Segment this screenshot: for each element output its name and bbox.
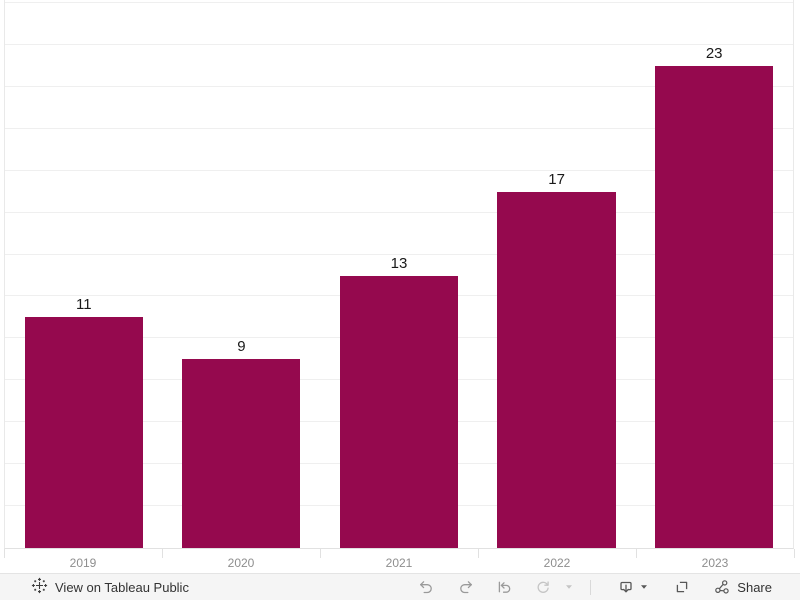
bar-2020[interactable] [182,359,301,548]
bar-slot: 9 [163,0,321,548]
bar-value-label: 9 [237,338,246,356]
view-on-tableau-public-link[interactable]: View on Tableau Public [0,577,189,597]
x-axis-label: 2019 [69,556,97,570]
axis-ticks [3,549,795,558]
download-button[interactable] [617,578,635,596]
x-axis-label: 2023 [701,556,729,570]
bar-slot: 23 [635,0,793,548]
x-axis: 2019 2020 2021 2022 2023 [4,549,794,573]
refresh-button[interactable] [534,578,552,596]
share-button[interactable]: Share [713,578,772,596]
toolbar-divider [590,579,592,595]
caret-down-icon [639,582,649,592]
reset-button[interactable] [496,578,514,596]
fullscreen-button[interactable] [673,578,691,596]
bar-chart: 11 9 13 17 23 2019 2020 2021 2022 2023 [3,0,795,573]
bar-value-label: 23 [705,44,723,62]
gridline [5,169,793,171]
reset-icon [496,578,514,596]
x-axis-label: 2020 [227,556,255,570]
axis-tick [319,549,321,558]
x-axis-label: 2021 [385,556,413,570]
axis-tick [793,549,795,558]
share-nodes-icon [713,578,731,596]
gridline [5,253,793,255]
axis-tick [161,549,163,558]
gridline [5,43,793,45]
bar-slot: 13 [320,0,478,548]
axis-tick [3,549,5,558]
bars-layer: 11 9 13 17 23 [5,0,793,548]
bar-value-label: 17 [548,170,565,188]
refresh-options-button[interactable] [564,582,574,592]
bar-2022[interactable] [497,191,616,548]
bar-2019[interactable] [24,317,143,548]
axis-tick [635,549,637,558]
bar-value-label: 11 [76,296,92,314]
embed-toolbar: View on Tableau Public [0,573,800,600]
undo-button[interactable] [416,578,434,596]
download-options-button[interactable] [639,582,649,592]
bar-2021[interactable] [339,275,459,548]
chart-pane: 11 9 13 17 23 [4,0,794,549]
gridline [5,211,793,213]
download-icon [617,578,635,596]
toolbar-actions: Share [416,578,800,596]
bar-slot: 11 [5,0,163,548]
caret-down-icon [564,582,574,592]
bar-slot: 17 [478,0,636,548]
redo-icon [458,578,476,596]
redo-button[interactable] [458,578,476,596]
gridline [5,85,793,87]
fullscreen-icon [673,578,691,596]
axis-tick [477,549,479,558]
undo-icon [416,578,434,596]
gridline [5,127,793,129]
gridline [5,2,793,3]
tableau-logo-icon [31,577,48,597]
refresh-icon [534,578,552,596]
share-label: Share [737,579,772,595]
bar-2023[interactable] [655,65,774,548]
view-on-tableau-public-label: View on Tableau Public [55,579,189,595]
x-axis-label: 2022 [543,556,571,570]
bar-value-label: 13 [390,254,408,272]
